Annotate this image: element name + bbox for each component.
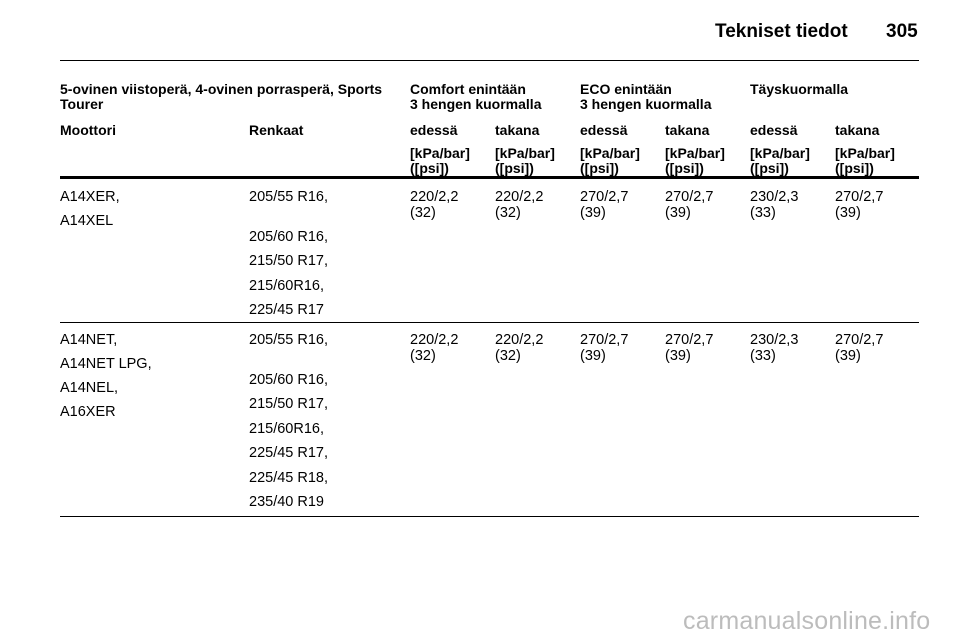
page-number: 305 [886,21,918,42]
unit-header: [kPa/bar] ([psi]) [750,145,810,176]
table-bottom-rule [60,516,919,517]
col-header-engine: Moottori [60,122,116,138]
row2-eco-rear: 270/2,7 (39) [665,332,714,364]
col-header-tires: Renkaat [249,122,304,138]
row2-full-front: 230/2,3 (33) [750,332,799,364]
unit-header: [kPa/bar] ([psi]) [410,145,470,176]
unit-header: [kPa/bar] ([psi]) [665,145,725,176]
unit-header: [kPa/bar] ([psi]) [495,145,555,176]
col-header-eco-rear: takana [665,122,710,138]
table-header-divider [60,176,919,179]
col-header-full-rear: takana [835,122,880,138]
row1-full-front: 230/2,3 (33) [750,189,799,221]
row-divider [60,322,919,323]
row2-tires: 205/55 R16, 205/60 R16, 215/50 R17, 215/… [249,332,329,510]
header-divider [60,60,919,61]
row2-engines: A14NET, A14NET LPG, A14NEL, A16XER [60,332,152,420]
col-header-comfort-front: edessä [410,122,458,138]
row1-comfort-rear: 220/2,2 (32) [495,189,544,221]
group-header-eco: ECO enintään 3 hengen kuormalla [580,81,712,112]
watermark: carmanualsonline.info [683,607,931,635]
page-title: Tekniset tiedot [715,21,848,42]
unit-header: [kPa/bar] ([psi]) [835,145,895,176]
col-header-eco-front: edessä [580,122,628,138]
row1-comfort-front: 220/2,2 (32) [410,189,459,221]
col-header-full-front: edessä [750,122,798,138]
row1-eco-front: 270/2,7 (39) [580,189,629,221]
row2-full-rear: 270/2,7 (39) [835,332,884,364]
row1-engines: A14XER, A14XEL [60,189,120,229]
row2-comfort-front: 220/2,2 (32) [410,332,459,364]
group-header-comfort: Comfort enintään 3 hengen kuormalla [410,81,542,112]
unit-header: [kPa/bar] ([psi]) [580,145,640,176]
row2-comfort-rear: 220/2,2 (32) [495,332,544,364]
row1-eco-rear: 270/2,7 (39) [665,189,714,221]
col-header-comfort-rear: takana [495,122,540,138]
group-header-full-load: Täyskuormalla [750,81,849,97]
table-title: 5-ovinen viistoperä, 4-ovinen porrasperä… [60,81,383,112]
row1-full-rear: 270/2,7 (39) [835,189,884,221]
row1-tires: 205/55 R16, 205/60 R16, 215/50 R17, 215/… [249,189,329,318]
row2-eco-front: 270/2,7 (39) [580,332,629,364]
